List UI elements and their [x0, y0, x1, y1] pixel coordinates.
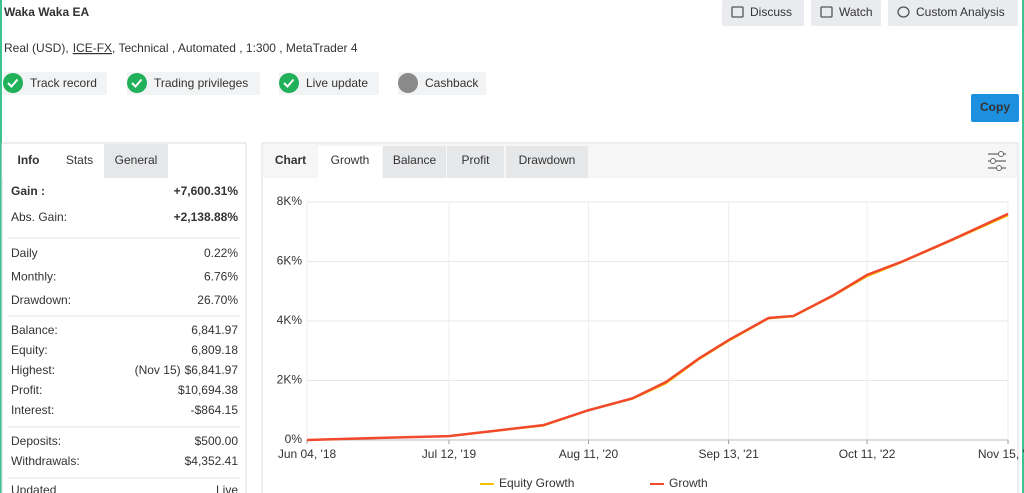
page-title: Waka Waka EA [4, 5, 89, 19]
stat-value: 6,841.97 [191, 323, 238, 337]
legend-label[interactable]: Growth [669, 476, 708, 490]
y-tick-label: 2K% [277, 373, 303, 387]
stat-value: 6,809.18 [191, 343, 238, 357]
action-label[interactable]: Watch [839, 5, 873, 19]
button-icon [820, 6, 833, 18]
stat-label: Interest: [11, 403, 54, 417]
stat-label: Equity: [11, 343, 48, 357]
settings-knob[interactable] [996, 165, 1002, 171]
badge-label: Live update [306, 76, 368, 90]
tab-label[interactable]: Drawdown [519, 153, 576, 167]
stat-label: Drawdown: [11, 293, 71, 307]
x-tick-label: Jul 12, '19 [422, 447, 477, 461]
stat-label: Abs. Gain: [11, 210, 67, 224]
stat-value: Live [216, 483, 238, 493]
stat-value: 0.22% [204, 246, 238, 260]
tab[interactable] [506, 146, 588, 178]
tab-label[interactable]: Chart [275, 153, 306, 167]
tab[interactable] [447, 146, 504, 178]
detail-text: Real (USD), [4, 41, 69, 55]
button-icon [897, 6, 910, 18]
stat-value: 26.70% [197, 293, 238, 307]
stat-label: Deposits: [11, 434, 61, 448]
x-tick-label: Aug 11, '20 [559, 447, 619, 461]
check-mark [131, 78, 143, 88]
stat-value: $4,352.41 [185, 454, 239, 468]
settings-knob[interactable] [998, 151, 1004, 157]
stat-value: +7,600.31% [174, 184, 239, 198]
badge-icon [3, 73, 23, 93]
stat-label: Withdrawals: [11, 454, 80, 468]
x-tick-label: Nov 15, '23 [978, 447, 1024, 461]
tab-label[interactable]: Info [18, 153, 40, 167]
tab-label[interactable]: Profit [461, 153, 490, 167]
badge-icon [127, 73, 147, 93]
tab[interactable] [263, 146, 318, 178]
x-tick-label: Oct 11, '22 [839, 447, 896, 461]
tab-label[interactable]: Growth [331, 153, 370, 167]
badge [3, 72, 107, 95]
stat-value: $500.00 [195, 434, 239, 448]
detail-text: , Technical , Automated , 1:300 , MetaTr… [112, 41, 358, 55]
y-tick-label: 0% [285, 432, 303, 446]
badge [127, 72, 260, 95]
frame-edge [1022, 0, 1024, 493]
tab-label[interactable]: Balance [393, 153, 437, 167]
check-mark [283, 78, 295, 88]
account-details: Real (USD), ICE-FX, Technical , Automated… [4, 41, 358, 55]
y-tick-label: 4K% [277, 313, 303, 327]
stat-label: Highest: [11, 363, 55, 377]
stat-label: Profit: [11, 383, 42, 397]
chart-panel [261, 142, 1019, 493]
tab-label[interactable]: General [115, 153, 158, 167]
y-tick-label: 6K% [277, 254, 303, 268]
tab[interactable] [104, 144, 168, 178]
stats-panel [1, 142, 247, 493]
series-line [306, 212, 1009, 442]
stat-value: +2,138.88% [174, 210, 239, 224]
tab[interactable] [55, 144, 104, 178]
legend-label[interactable]: Equity Growth [499, 476, 574, 490]
stat-note: (Nov 15) [135, 363, 181, 377]
frame-edge [0, 0, 2, 493]
x-tick-label: Sep 13, '21 [698, 447, 759, 461]
broker-link[interactable]: ICE-FX [73, 41, 112, 55]
badge-label: Cashback [425, 76, 479, 90]
badge-label: Trading privileges [154, 76, 248, 90]
stat-label: Balance: [11, 323, 58, 337]
stat-value: $6,841.97 [185, 363, 239, 377]
stat-label: Updated [11, 483, 56, 493]
badge [279, 72, 379, 95]
badge [398, 72, 486, 95]
stat-value: -$864.15 [191, 403, 239, 417]
stat-label: Daily [11, 246, 38, 260]
badge-label: Track record [30, 76, 97, 90]
badge-icon [279, 73, 299, 93]
button-icon [731, 6, 744, 18]
stat-label: Gain : [11, 184, 45, 198]
action-label[interactable]: Discuss [750, 5, 792, 19]
action-label[interactable]: Custom Analysis [916, 5, 1005, 19]
tab[interactable] [2, 144, 55, 178]
y-tick-label: 8K% [277, 194, 303, 208]
x-tick-label: Jun 04, '18 [278, 447, 337, 461]
stat-value: $10,694.38 [178, 383, 238, 397]
badge-icon [398, 73, 418, 93]
stat-value: 6.76% [204, 270, 238, 284]
tab[interactable] [383, 146, 446, 178]
copy-label[interactable]: Copy [980, 100, 1010, 114]
settings-knob[interactable] [990, 158, 996, 164]
check-mark [7, 78, 19, 88]
stat-label: Monthly: [11, 270, 56, 284]
action-button[interactable] [888, 0, 1018, 26]
copy-button[interactable] [971, 94, 1019, 122]
tab-label[interactable]: Stats [66, 153, 93, 167]
tab[interactable] [318, 146, 382, 178]
